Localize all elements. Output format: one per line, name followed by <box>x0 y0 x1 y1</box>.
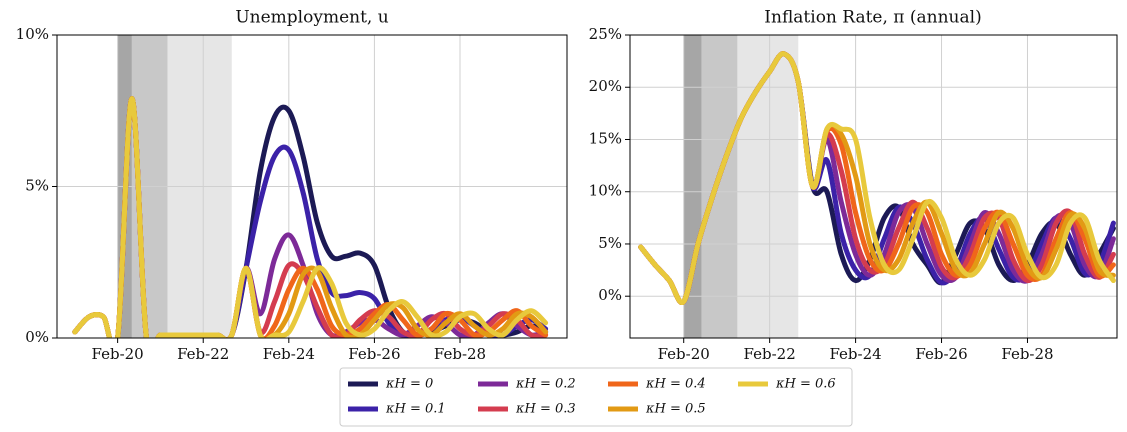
plot-frame <box>56 34 568 339</box>
plot-frame <box>629 34 1118 339</box>
y-tick-label: 0% <box>25 328 49 346</box>
y-tick-label: 10% <box>589 182 622 200</box>
y-tick-label: 15% <box>589 129 622 147</box>
x-tick-label: Feb-20 <box>92 345 144 363</box>
x-tick-label: Feb-28 <box>434 345 486 363</box>
x-tick-label: Feb-24 <box>263 345 315 363</box>
x-tick-label: Feb-26 <box>915 345 967 363</box>
shaded-period <box>701 35 738 338</box>
x-tick-label: Feb-26 <box>348 345 400 363</box>
series-line <box>72 96 549 338</box>
x-tick-label: Feb-22 <box>177 345 229 363</box>
legend-label: κH = 0.4 <box>645 377 706 392</box>
legend-label: κH = 0.1 <box>385 402 446 417</box>
legend-label: κH = 0.5 <box>645 402 706 417</box>
legend-label: κH = 0.6 <box>775 377 836 392</box>
legend-label: κH = 0.3 <box>515 402 576 417</box>
shaded-period <box>737 35 799 338</box>
y-tick-label: 20% <box>589 77 622 95</box>
shaded-period <box>683 35 702 338</box>
legend-label: κH = 0 <box>385 377 433 392</box>
y-tick-label: 0% <box>598 286 622 304</box>
x-tick-label: Feb-20 <box>658 345 710 363</box>
legend-box <box>339 367 853 427</box>
x-tick-label: Feb-24 <box>829 345 881 363</box>
legend-label: κH = 0.2 <box>515 377 576 392</box>
x-tick-label: Feb-22 <box>744 345 796 363</box>
x-tick-label: Feb-28 <box>1001 345 1053 363</box>
series-line <box>638 51 1116 306</box>
chart-title: Inflation Rate, π (annual) <box>764 8 981 28</box>
y-tick-label: 25% <box>589 25 622 43</box>
y-tick-label: 5% <box>598 234 622 252</box>
y-tick-label: 10% <box>16 25 49 43</box>
y-tick-label: 5% <box>25 177 49 195</box>
chart-title: Unemployment, u <box>235 8 388 28</box>
